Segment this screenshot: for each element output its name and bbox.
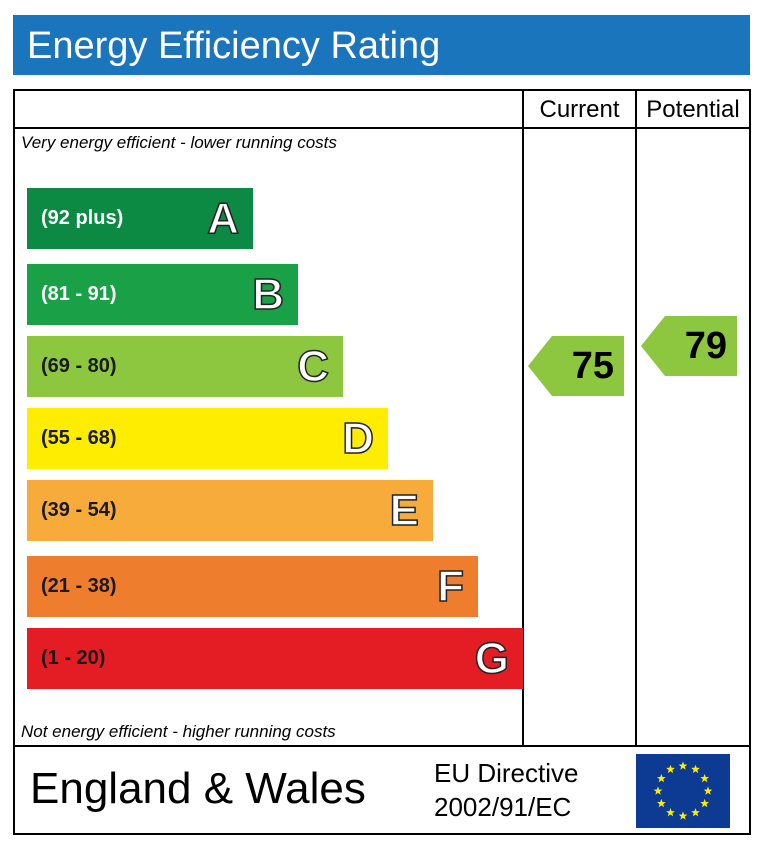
country-label: England & Wales (30, 764, 366, 813)
directive-label: EU Directive 2002/91/EC (434, 756, 578, 824)
rating-frame (13, 89, 751, 835)
eu-star-icon (691, 808, 700, 817)
directive-line-1: EU Directive (434, 758, 579, 788)
band-a: (92 plus) A (27, 188, 253, 249)
header-row-divider (13, 127, 751, 129)
band-range-label: (55 - 68) (41, 427, 117, 449)
eu-star-icon (666, 808, 675, 817)
eu-flag-icon (636, 754, 730, 828)
current-rating-arrow-shape (528, 336, 624, 396)
band-letter-label: C (296, 341, 329, 392)
eu-star-icon (700, 773, 710, 783)
band-letter-label: F (436, 561, 464, 612)
footer-divider (13, 745, 751, 747)
eu-star-icon (703, 786, 713, 795)
potential-column-header: Potential (646, 96, 740, 123)
directive-line-2: 2002/91/EC (434, 792, 572, 822)
current-rating-arrow: 75 (528, 336, 624, 396)
potential-rating-arrow-value: 79 (684, 325, 727, 367)
bottom-note: Not energy efficient - higher running co… (21, 722, 336, 741)
current-column-divider (522, 89, 524, 747)
title-banner: Energy Efficiency Rating (13, 15, 750, 75)
eu-star-icon (666, 764, 675, 774)
band-f: (21 - 38) F (27, 556, 478, 617)
band-letter-label: B (251, 269, 284, 320)
band-c: (69 - 80) C (27, 336, 343, 397)
eu-star-icon (656, 798, 666, 808)
eu-star-icon (700, 798, 710, 808)
eu-star-icon (656, 773, 666, 783)
band-letter-label: D (341, 413, 374, 464)
band-letter-label: E (389, 485, 420, 536)
band-b: (81 - 91) B (27, 264, 298, 325)
current-column-header: Current (539, 96, 620, 123)
potential-column-divider (635, 89, 637, 747)
eu-star-icon (653, 786, 663, 795)
band-letter-label: A (206, 193, 239, 244)
band-d: (55 - 68) D (27, 408, 388, 469)
chart-title: Energy Efficiency Rating (27, 25, 441, 67)
eu-star-icon (678, 811, 688, 820)
potential-rating-arrow-shape (641, 316, 737, 376)
band-e: (39 - 54) E (27, 480, 433, 541)
band-range-label: (92 plus) (41, 207, 124, 229)
band-g: (1 - 20) G (27, 628, 523, 689)
top-note: Very energy efficient - lower running co… (21, 133, 337, 152)
band-range-label: (39 - 54) (41, 499, 117, 521)
band-letter-label: G (474, 633, 510, 684)
band-range-label: (81 - 91) (41, 283, 117, 305)
eu-star-icon (678, 761, 688, 770)
band-range-label: (1 - 20) (41, 647, 106, 669)
band-range-label: (21 - 38) (41, 575, 117, 597)
band-range-label: (69 - 80) (41, 355, 117, 377)
current-rating-arrow-value: 75 (571, 345, 614, 387)
potential-rating-arrow: 79 (641, 316, 737, 376)
eu-star-icon (691, 764, 700, 774)
